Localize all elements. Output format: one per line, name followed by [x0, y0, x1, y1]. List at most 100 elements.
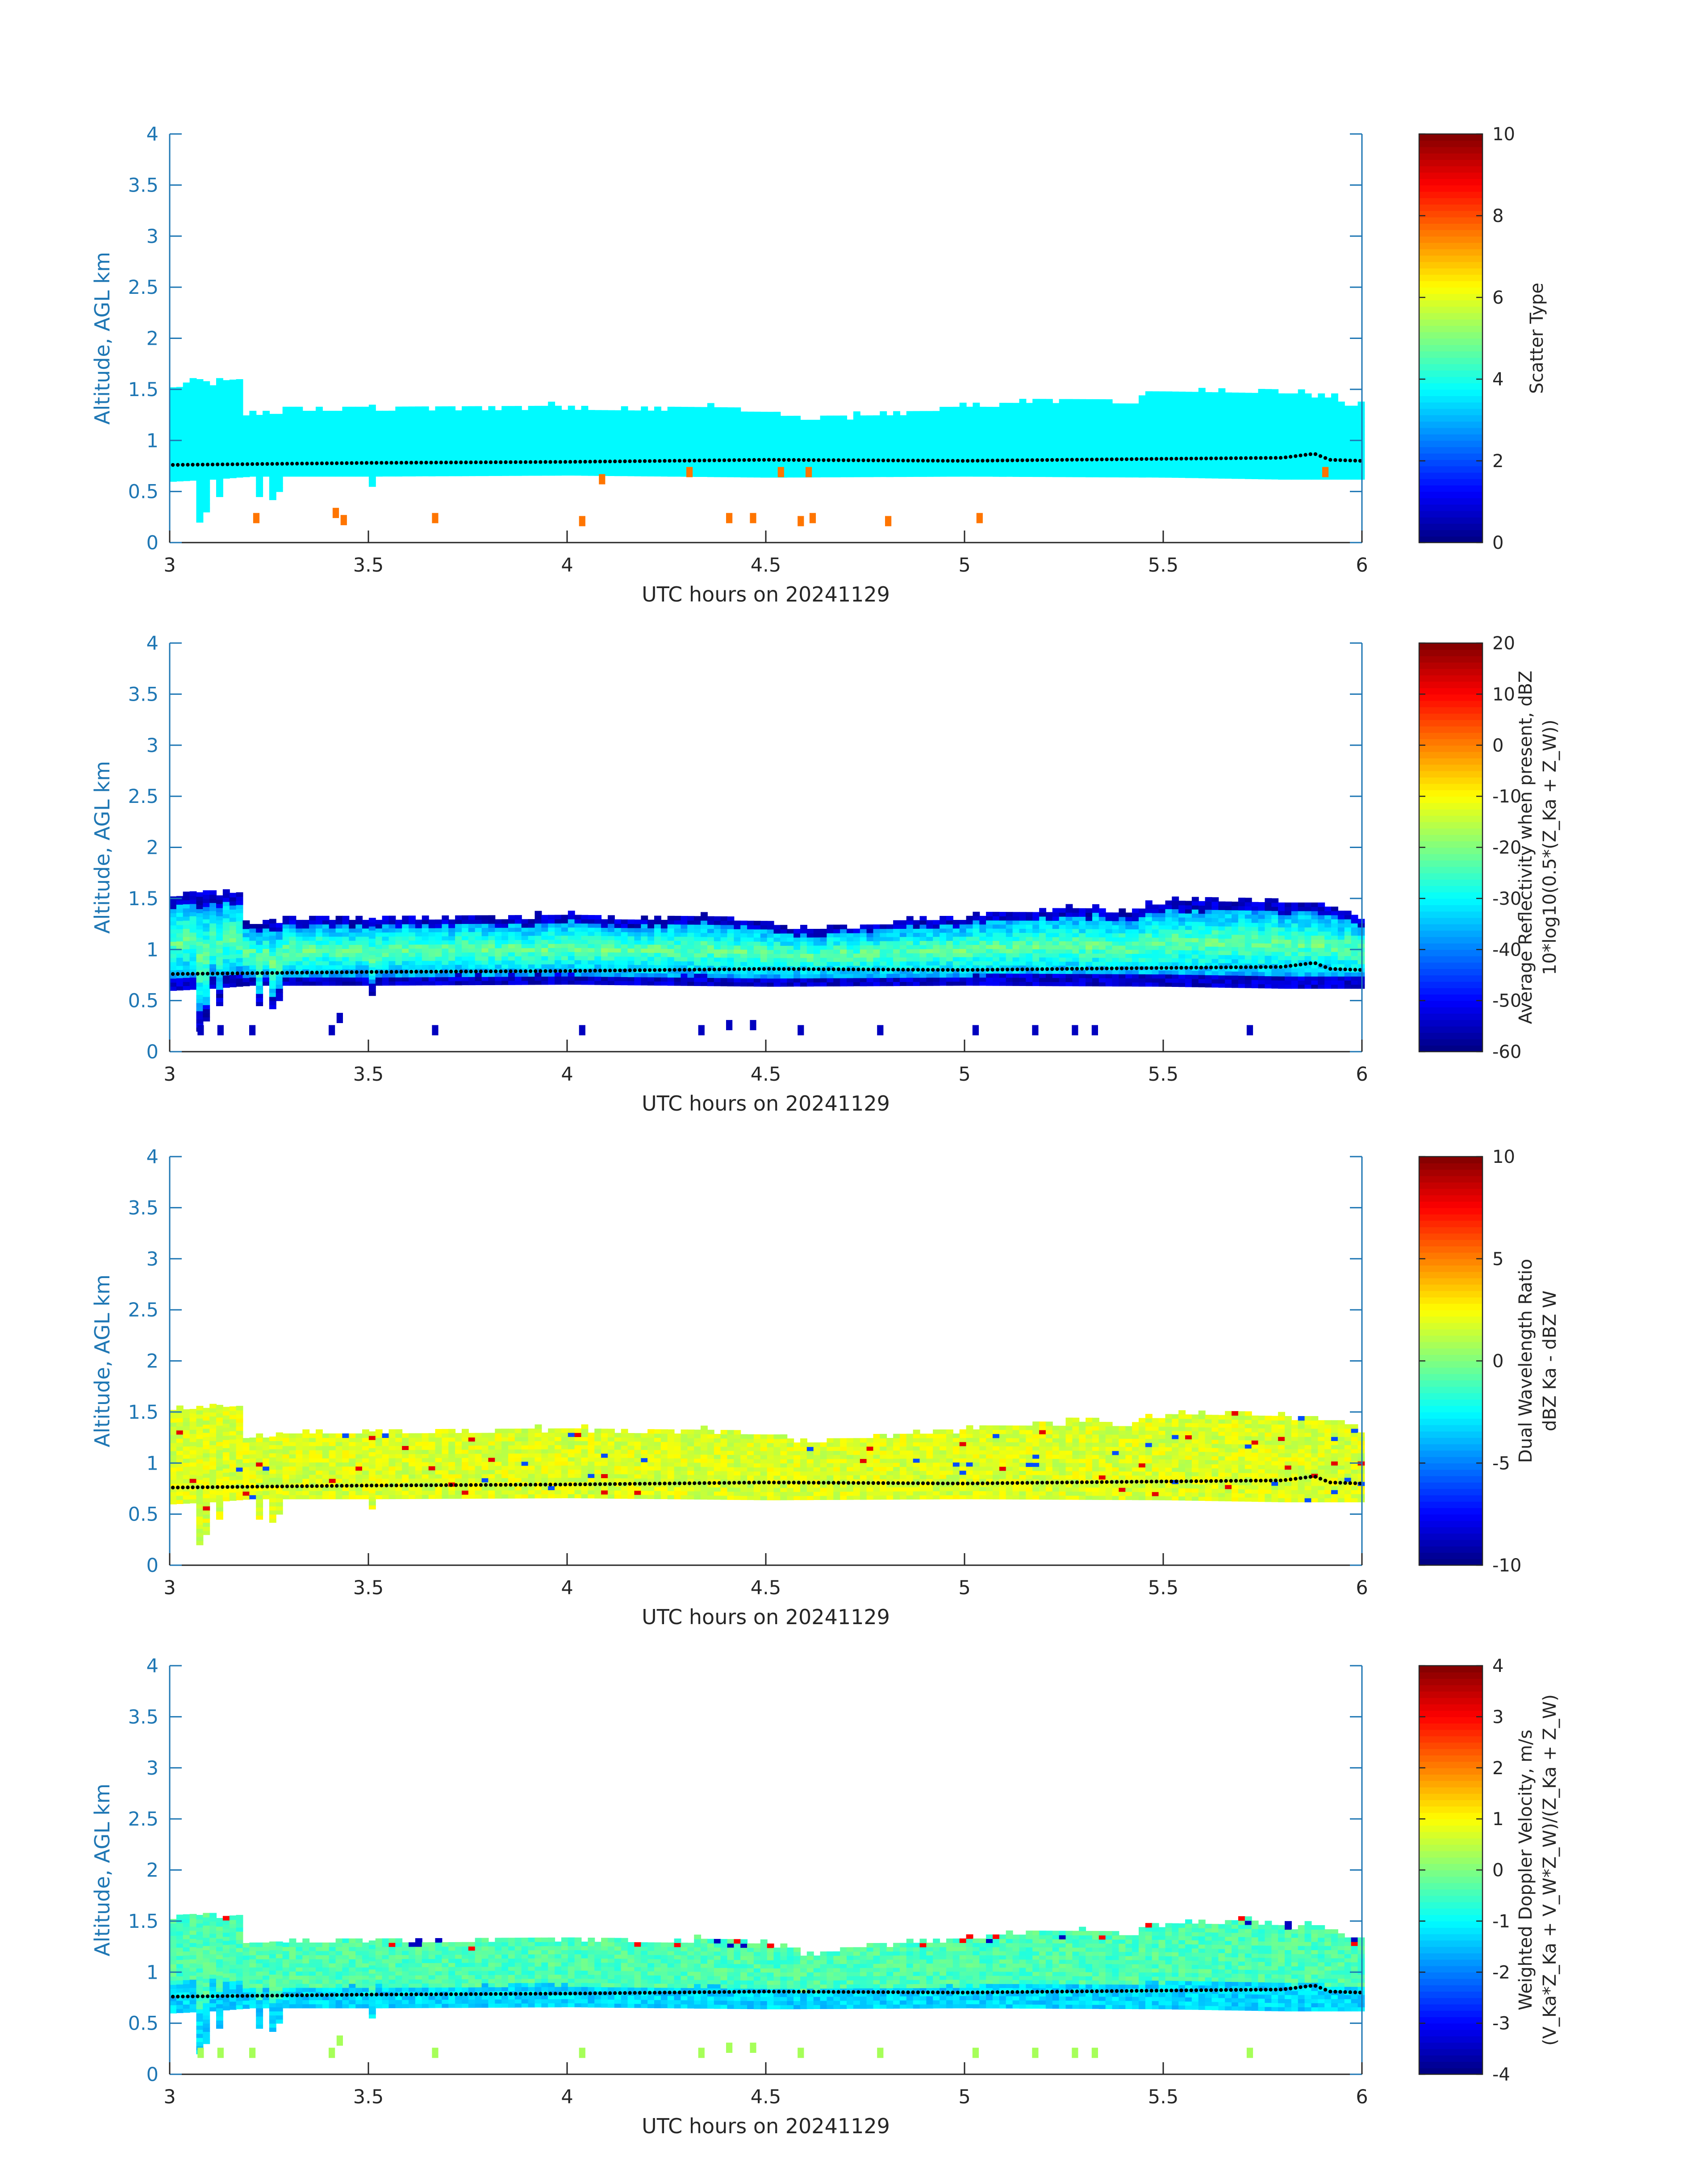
data-cell: [1265, 405, 1272, 410]
data-cell: [993, 447, 1000, 452]
data-cell: [355, 447, 363, 452]
data-cell: [435, 977, 443, 982]
data-cell: [222, 930, 230, 935]
data-cell: [189, 965, 197, 969]
data-cell: [601, 426, 608, 431]
data-cell: [1172, 395, 1179, 401]
data-cell: [1178, 465, 1186, 470]
data-cell: [1238, 470, 1245, 475]
data-cell: [1285, 451, 1292, 455]
data-cell: [548, 952, 555, 957]
lidar-point: [1130, 457, 1134, 461]
data-cell: [322, 936, 330, 941]
data-cell: [316, 410, 323, 415]
data-cell: [475, 422, 482, 427]
data-cell: [1125, 448, 1133, 453]
data-cell: [415, 977, 422, 982]
data-cell: [296, 981, 303, 986]
data-cell: [216, 431, 223, 436]
data-cell: [535, 447, 542, 451]
data-cell: [289, 406, 296, 411]
data-cell: [840, 472, 848, 477]
data-cell: [581, 443, 589, 447]
data-cell: [256, 451, 263, 456]
data-cell: [1265, 426, 1272, 430]
lidar-point: [687, 459, 692, 463]
data-cell: [899, 415, 907, 420]
data-cell: [1006, 464, 1013, 469]
data-cell: [415, 944, 422, 949]
data-cell: [222, 413, 230, 418]
data-cell: [760, 428, 768, 433]
data-cell: [302, 932, 310, 937]
data-cell: [806, 444, 814, 449]
data-cell: [541, 409, 549, 415]
data-cell: [1232, 441, 1239, 447]
data-cell: [402, 427, 409, 432]
data-cell: [475, 936, 482, 940]
data-cell: [428, 960, 436, 965]
data-cell: [1351, 434, 1358, 439]
data-cell: [1225, 445, 1232, 450]
data-cell: [222, 897, 230, 902]
data-cell: [176, 391, 184, 396]
data-cell: [634, 443, 642, 448]
data-cell: [674, 455, 681, 460]
data-cell: [601, 923, 608, 928]
lidar-point: [205, 463, 210, 467]
data-cell: [621, 414, 628, 419]
data-cell: [601, 980, 608, 985]
data-cell: [462, 422, 469, 427]
data-cell: [375, 969, 383, 974]
data-cell: [183, 399, 190, 404]
data-cell: [674, 411, 681, 416]
data-cell: [468, 952, 476, 957]
data-cell: [448, 414, 456, 419]
lidar-point: [414, 460, 418, 465]
data-cell: [415, 447, 422, 452]
data-cell: [176, 468, 184, 473]
data-cell: [1119, 472, 1126, 478]
data-cell: [555, 947, 562, 952]
data-cell: [581, 405, 589, 410]
data-cell: [368, 425, 376, 430]
data-cell: [1039, 423, 1046, 428]
data-cell: [873, 464, 881, 469]
data-cell: [269, 491, 276, 496]
data-cell: [402, 472, 409, 476]
data-cell: [263, 464, 270, 469]
data-cell: [481, 422, 489, 427]
data-cell: [309, 936, 316, 941]
data-cell: [1019, 431, 1027, 436]
data-cell: [860, 464, 867, 469]
data-cell: [269, 935, 276, 940]
data-cell: [521, 972, 529, 977]
data-cell: [1271, 418, 1279, 422]
data-cell: [727, 456, 735, 461]
data-cell: [415, 418, 422, 423]
data-cell: [1032, 431, 1040, 436]
data-cell: [1052, 403, 1060, 408]
data-cell: [827, 432, 834, 437]
data-cell: [1112, 424, 1119, 429]
data-cell: [388, 952, 396, 957]
lidar-point: [1080, 458, 1084, 462]
data-cell: [541, 405, 549, 410]
data-cell: [1291, 397, 1299, 402]
data-cell: [853, 452, 860, 457]
data-cell: [1079, 399, 1086, 404]
data-cell: [568, 964, 575, 969]
data-cell: [714, 456, 721, 461]
data-cell: [1318, 438, 1325, 443]
data-cell: [170, 477, 177, 482]
data-cell: [170, 469, 177, 474]
data-cell: [409, 919, 416, 924]
data-cell: [1238, 409, 1245, 414]
data-cell: [302, 977, 310, 982]
data-cell: [548, 956, 555, 961]
data-cell: [422, 406, 429, 411]
data-cell: [548, 409, 555, 414]
data-cell: [302, 455, 310, 460]
data-cell: [1019, 403, 1027, 408]
data-cell: [840, 444, 848, 449]
